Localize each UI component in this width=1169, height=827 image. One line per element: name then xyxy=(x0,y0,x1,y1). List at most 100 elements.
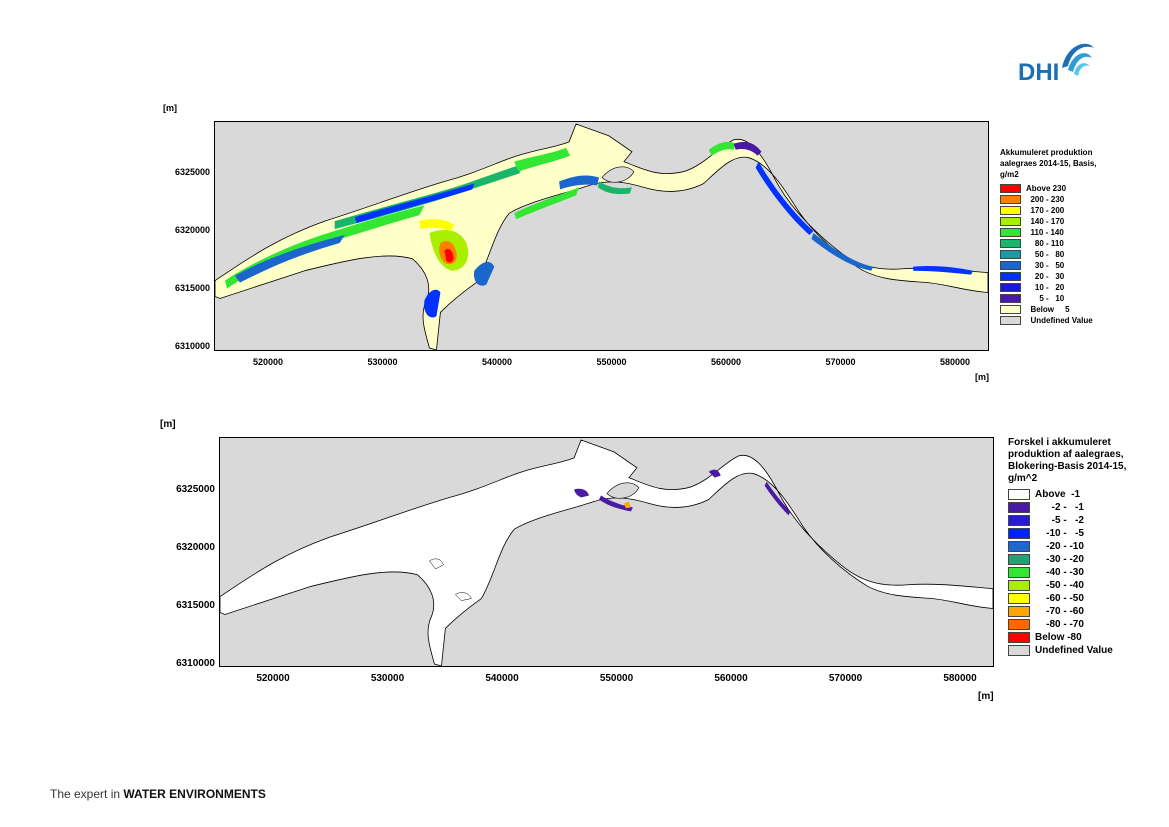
map1-x-tick-label: 530000 xyxy=(367,357,398,367)
map1-y-tick-label: 6315000 xyxy=(174,283,210,293)
map2-legend-items: Above -1 -2 - -1 -5 - -2 -10 - -5 -20 - … xyxy=(1008,488,1126,657)
map2-legend-title-line: Forskel i akkumuleret xyxy=(1008,437,1111,448)
map1-legend-label: 110 - 140 xyxy=(1026,228,1064,237)
map1-x-tick-label: 580000 xyxy=(939,357,971,367)
map2-legend-item: Undefined Value xyxy=(1008,644,1126,657)
map2-legend: Forskel i akkumuleret produktion af aale… xyxy=(1008,437,1126,657)
map1-legend: Akkumuleret produktion aalegraes 2014-15… xyxy=(1000,147,1097,326)
map1-legend-title-line: Akkumuleret produktion xyxy=(1000,148,1093,157)
map1-legend-swatch xyxy=(1000,195,1021,204)
map2-x-tick-label: 560000 xyxy=(714,673,748,684)
map2-legend-item: -50 - -40 xyxy=(1008,579,1126,592)
map2-legend-label: -50 - -40 xyxy=(1035,580,1084,591)
map1-legend-item: 110 - 140 xyxy=(1000,227,1097,238)
map1-legend-label: 170 - 200 xyxy=(1026,206,1065,215)
map1-legend-item: 20 - 30 xyxy=(1000,271,1097,282)
map1-legend-item: 5 - 10 xyxy=(1000,293,1097,304)
map1-legend-label: 30 - 50 xyxy=(1026,261,1065,270)
map2-x-unit: [m] xyxy=(978,691,994,702)
map1-legend-title-line: g/m2 xyxy=(1000,170,1019,179)
map1-legend-item: 30 - 50 xyxy=(1000,260,1097,271)
dhi-logo-icon: DHI xyxy=(1018,43,1094,86)
map1-x-tick-label: 550000 xyxy=(596,357,627,367)
map2-legend-item: Below -80 xyxy=(1008,631,1126,644)
map2-legend-swatch xyxy=(1008,567,1030,578)
map2-y-tick-label: 6310000 xyxy=(176,658,215,669)
map1-legend-swatch xyxy=(1000,316,1021,325)
map2-legend-swatch xyxy=(1008,489,1030,500)
map1-x-unit: [m] xyxy=(975,372,989,382)
map1-legend-swatch xyxy=(1000,305,1021,314)
map2-legend-title: Forskel i akkumuleret produktion af aale… xyxy=(1008,437,1126,485)
map2-legend-title-line: Blokering-Basis 2014-15, xyxy=(1008,461,1127,472)
map2-legend-item: -40 - -30 xyxy=(1008,566,1126,579)
tagline-prefix: The expert in xyxy=(50,787,124,801)
map2-legend-label: -40 - -30 xyxy=(1035,567,1084,578)
map2-legend-swatch xyxy=(1008,619,1030,630)
map1-x-tick-label: 520000 xyxy=(252,357,284,367)
map1-legend-swatch xyxy=(1000,239,1021,248)
map2-fjord-shape xyxy=(220,439,993,666)
map2-legend-swatch xyxy=(1008,502,1030,513)
map1-x-tick-label: 570000 xyxy=(825,357,856,367)
map2-legend-item: -5 - -2 xyxy=(1008,514,1126,527)
map1-legend-item: Undefined Value xyxy=(1000,315,1097,326)
map2-legend-label: -2 - -1 xyxy=(1035,502,1084,513)
map2-y-tick-label: 6315000 xyxy=(176,600,215,611)
map1-legend-swatch xyxy=(1000,261,1021,270)
map2-legend-item: -20 - -10 xyxy=(1008,540,1126,553)
map1-y-tick-label: 6320000 xyxy=(174,225,210,235)
map2-legend-item: -80 - -70 xyxy=(1008,618,1126,631)
map2-legend-item: -10 - -5 xyxy=(1008,527,1126,540)
map2-legend-item: -60 - -50 xyxy=(1008,592,1126,605)
map1-legend-label: Below 5 xyxy=(1026,305,1070,314)
map2-legend-label: -5 - -2 xyxy=(1035,515,1084,526)
map2-x-tick-label: 570000 xyxy=(828,673,863,684)
map2-plot-area xyxy=(219,437,994,667)
map1-legend-label: Undefined Value xyxy=(1026,316,1093,325)
map1-legend-item: Below 5 xyxy=(1000,304,1097,315)
map1-legend-item: 140 - 170 xyxy=(1000,216,1097,227)
map1-legend-swatch xyxy=(1000,228,1021,237)
map2-y-tick-label: 6320000 xyxy=(176,542,215,553)
map1-legend-swatch xyxy=(1000,294,1021,303)
map1-x-tick-label: 560000 xyxy=(710,357,742,367)
map1-y-unit: [m] xyxy=(163,103,177,113)
map2-legend-swatch xyxy=(1008,632,1030,643)
footer-tagline: The expert in WATER ENVIRONMENTS xyxy=(50,787,266,801)
map2-legend-title-line: g/m^2 xyxy=(1008,473,1038,484)
map2-legend-label: Below -80 xyxy=(1035,632,1082,643)
map1-legend-title-line: aalegraes 2014-15, Basis, xyxy=(1000,159,1097,168)
tagline-emphasis: WATER ENVIRONMENTS xyxy=(123,787,266,801)
map1-legend-label: 140 - 170 xyxy=(1026,217,1065,226)
map2-legend-label: -60 - -50 xyxy=(1035,593,1084,604)
map1-legend-item: 170 - 200 xyxy=(1000,205,1097,216)
map1-legend-item: 50 - 80 xyxy=(1000,249,1097,260)
map1-y-tick-label: 6310000 xyxy=(174,341,210,351)
map2-legend-item: Above -1 xyxy=(1008,488,1126,501)
map2-legend-item: -2 - -1 xyxy=(1008,501,1126,514)
map1-legend-item: 10 - 20 xyxy=(1000,282,1097,293)
map2-legend-label: -20 - -10 xyxy=(1035,541,1084,552)
map1-legend-swatch xyxy=(1000,184,1021,193)
map1-legend-label: Above 230 xyxy=(1026,184,1067,193)
map2-legend-swatch xyxy=(1008,593,1030,604)
map1-legend-item: 80 - 110 xyxy=(1000,238,1097,249)
map1-legend-item: 200 - 230 xyxy=(1000,194,1097,205)
map1-legend-item: Above 230 xyxy=(1000,183,1097,194)
map1-legend-swatch xyxy=(1000,283,1021,292)
map1-legend-label: 50 - 80 xyxy=(1026,250,1065,259)
map1-y-tick-label: 6325000 xyxy=(174,167,210,177)
map2-x-tick-label: 540000 xyxy=(485,673,519,684)
map1-legend-swatch xyxy=(1000,250,1021,259)
map1-legend-swatch xyxy=(1000,217,1021,226)
map2-legend-swatch xyxy=(1008,515,1030,526)
map2-legend-label: -30 - -20 xyxy=(1035,554,1084,565)
map2-legend-label: -70 - -60 xyxy=(1035,606,1084,617)
map2-legend-label: Undefined Value xyxy=(1035,645,1113,656)
map2-legend-title-line: produktion af aalegraes, xyxy=(1008,449,1124,460)
map1-legend-swatch xyxy=(1000,272,1021,281)
map1-legend-label: 200 - 230 xyxy=(1026,195,1065,204)
map2-legend-swatch xyxy=(1008,606,1030,617)
map2-y-unit: [m] xyxy=(160,419,176,430)
